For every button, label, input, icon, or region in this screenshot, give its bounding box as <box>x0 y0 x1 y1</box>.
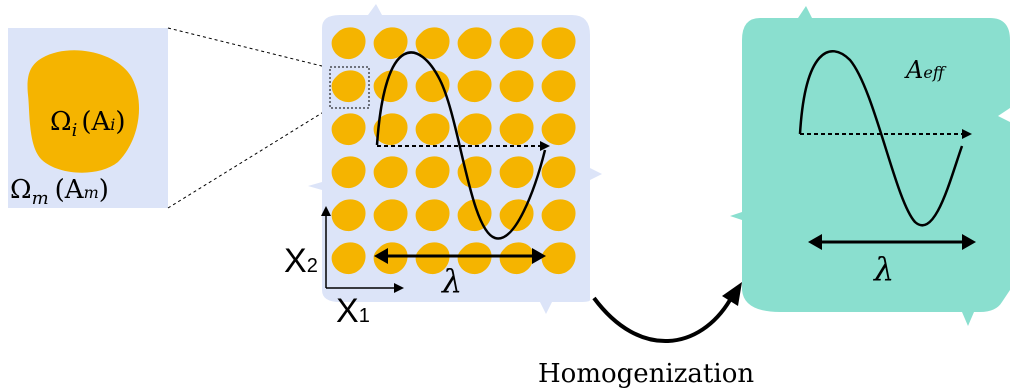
inclusion-property-sub: i <box>110 115 115 134</box>
inclusion-property: (A <box>81 107 111 137</box>
inclusion-particle <box>499 27 534 60</box>
inclusion-particle <box>331 70 366 103</box>
inclusion-particle <box>541 27 576 60</box>
inclusion-particle <box>499 70 534 103</box>
matrix-property-sub: m <box>84 183 99 202</box>
composite-panel: λ <box>308 4 602 314</box>
svg-text:Ωi(Ai): Ωi (Ai) <box>50 107 126 141</box>
inclusion-particle <box>457 156 492 189</box>
inclusion-omega-sub: i <box>72 120 78 141</box>
x2-axis-sub: 2 <box>307 255 318 277</box>
inclusion-particle <box>373 113 408 146</box>
inclusion-particle <box>331 156 366 189</box>
inclusion-particle <box>373 70 408 103</box>
matrix-property: (A <box>55 175 85 205</box>
zoom-panel: Ωi (Ai) Ωm (Am) <box>8 28 168 209</box>
homogenized-wavelength-arrowhead-left <box>808 234 822 250</box>
inclusion-particle <box>457 113 492 146</box>
inclusion-particle <box>499 156 534 189</box>
inclusion-particle <box>499 113 534 146</box>
effective-property-sub: eff <box>923 63 946 82</box>
inclusion-omega: Ω <box>50 107 72 137</box>
inclusion-particle <box>415 199 450 232</box>
inclusion-particle <box>373 27 408 60</box>
inclusion-close: ) <box>115 107 125 137</box>
x1-axis-label: X <box>336 292 359 330</box>
inclusion-particle <box>331 199 366 232</box>
inclusion-particle <box>541 113 576 146</box>
homogenization-arrowhead <box>722 282 742 306</box>
inclusion-shape <box>27 50 140 173</box>
zoom-connector-top <box>167 27 331 69</box>
homogenized-wavelength-arrowhead-right <box>962 234 976 250</box>
inclusion-particle <box>331 242 366 275</box>
svg-text:Aeff: Aeff <box>904 56 947 84</box>
inclusion-particle <box>457 70 492 103</box>
inclusion-particle <box>373 242 408 275</box>
inclusion-grid <box>331 27 576 275</box>
x2-axis-label: X <box>284 242 307 280</box>
coordinate-axes: X2 X1 <box>284 206 404 330</box>
zoom-connector-bottom <box>167 107 331 209</box>
inclusion-particle <box>541 199 576 232</box>
inclusion-particle <box>541 70 576 103</box>
inclusion-particle <box>457 242 492 275</box>
inclusion-particle <box>457 27 492 60</box>
inclusion-particle <box>541 156 576 189</box>
homogenized-wavelength-label: λ <box>872 250 894 288</box>
inclusion-particle <box>415 156 450 189</box>
inclusion-particle <box>331 113 366 146</box>
composite-wavelength-arrowhead-left <box>374 248 388 264</box>
inclusion-particle <box>415 242 450 275</box>
matrix-omega-sub: m <box>32 188 49 209</box>
homogenization-arrow <box>592 296 732 344</box>
composite-wavelength-arrowhead-right <box>532 248 546 264</box>
inclusion-particle <box>373 156 408 189</box>
homogenization-label: Homogenization <box>538 359 754 389</box>
inclusion-particle <box>415 70 450 103</box>
inclusion-particle <box>373 199 408 232</box>
homogenized-panel: λ Aeff <box>730 6 1010 326</box>
x1-axis-sub: 1 <box>359 305 370 327</box>
inclusion-particle <box>499 242 534 275</box>
svg-text:X1: X1 <box>336 292 370 330</box>
composite-wavelength-label: λ <box>440 262 462 300</box>
svg-text:X2: X2 <box>284 242 318 280</box>
inclusion-particle <box>541 242 576 275</box>
homogenized-domain <box>730 6 1010 326</box>
matrix-close: ) <box>99 175 109 205</box>
inclusion-particle <box>415 27 450 60</box>
homogenized-wave <box>798 50 964 227</box>
composite-wave <box>375 51 547 240</box>
svg-text:Ωm(Am): Ωm (Am) <box>10 175 109 209</box>
inclusion-particle <box>331 27 366 60</box>
matrix-omega: Ω <box>10 175 32 205</box>
effective-property-label: A <box>904 56 923 84</box>
inclusion-particle <box>415 113 450 146</box>
